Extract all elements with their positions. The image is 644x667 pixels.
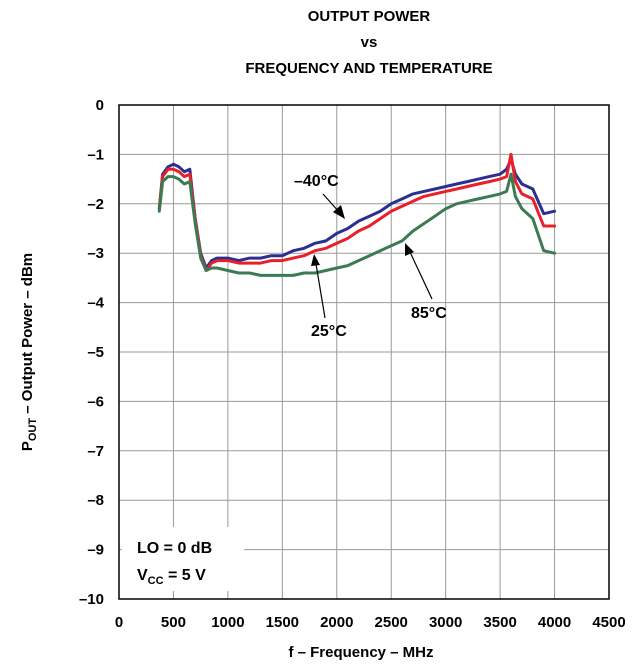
y-tick-label-0: 0: [96, 97, 104, 114]
x-tick-label-5: 2500: [375, 614, 408, 631]
annotation-85-pointer: [410, 252, 432, 299]
vcc-rest: = 5 V: [164, 567, 207, 584]
x-tick-label-2: 1000: [211, 614, 244, 631]
annotation-85: 85°C: [411, 305, 447, 322]
vcc-main: V: [137, 567, 148, 584]
chart-title-line-2: vs: [361, 34, 378, 51]
x-tick-label-9: 4500: [592, 614, 625, 631]
x-tick-label-8: 4000: [538, 614, 571, 631]
y-axis-label-sub: OUT: [27, 418, 39, 442]
x-tick-label-6: 3000: [429, 614, 462, 631]
annotation-85-arrowhead: [405, 243, 414, 256]
annotation-25-arrowhead: [311, 254, 320, 266]
y-tick-labels: 0 –1 –2 –3 –4 –5 –6 –7 –8 –9 –10: [79, 97, 105, 608]
x-tick-label-0: 0: [115, 614, 123, 631]
y-tick-label-5: –5: [87, 344, 104, 361]
x-tick-label-7: 3500: [483, 614, 516, 631]
y-tick-label-6: –6: [87, 393, 104, 410]
annotation-neg40: –40°C: [294, 173, 339, 190]
x-tick-label-3: 1500: [266, 614, 299, 631]
x-tick-label-1: 500: [161, 614, 186, 631]
y-tick-label-1: –1: [87, 146, 104, 163]
lo-label: LO = 0 dB: [137, 540, 212, 557]
y-tick-label-9: –9: [87, 542, 104, 559]
series-line-0: [159, 159, 554, 268]
y-axis-label-main: P: [19, 441, 36, 451]
y-tick-label-4: –4: [87, 295, 104, 312]
series-lines: [159, 154, 554, 275]
x-tick-label-4: 2000: [320, 614, 353, 631]
y-tick-label-3: –3: [87, 245, 104, 262]
x-tick-labels: 0 500 1000 1500 2000 2500 3000 3500 4000 4500: [115, 614, 626, 631]
y-axis-label: POUT – Output Power – dBm: [19, 253, 39, 451]
chart-title-line-3: FREQUENCY AND TEMPERATURE: [245, 60, 492, 77]
vcc-sub: CC: [148, 575, 164, 587]
y-tick-label-10: –10: [79, 591, 104, 608]
y-tick-label-8: –8: [87, 492, 104, 509]
y-tick-label-2: –2: [87, 196, 104, 213]
y-tick-label-7: –7: [87, 443, 104, 460]
x-axis-label: f – Frequency – MHz: [288, 644, 433, 661]
grid: [119, 105, 609, 599]
annotation-25: 25°C: [311, 323, 347, 340]
chart-title-line-1: OUTPUT POWER: [308, 8, 431, 25]
y-axis-label-rest: – Output Power – dBm: [19, 253, 36, 418]
